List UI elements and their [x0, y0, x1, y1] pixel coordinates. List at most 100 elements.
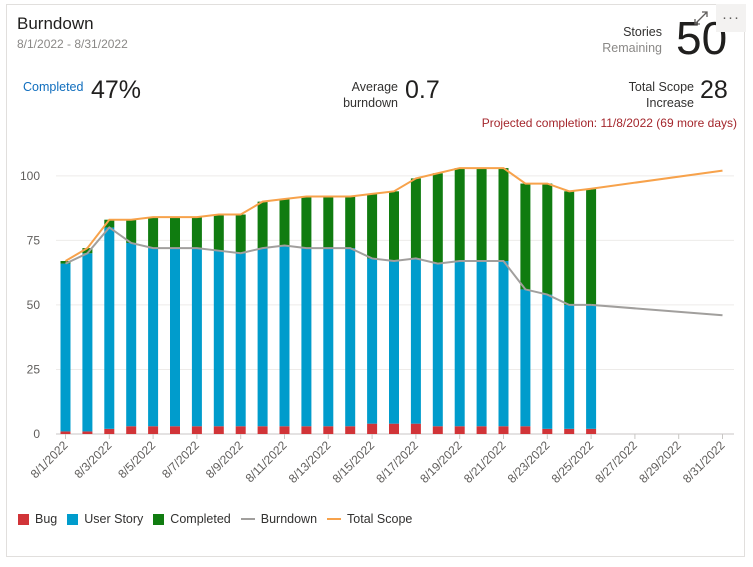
legend-item[interactable]: Burndown	[240, 512, 317, 526]
legend-swatch	[153, 513, 165, 525]
x-tick-label: 8/15/2022	[330, 438, 378, 486]
bar-bug	[235, 426, 246, 434]
bar-completed	[542, 183, 553, 295]
legend-item[interactable]: Total Scope	[327, 512, 412, 526]
bar-user-story	[564, 304, 575, 429]
scope-label-line2: Increase	[646, 96, 694, 110]
stories-label-line2: Remaining	[602, 41, 662, 55]
bar-completed	[104, 219, 115, 228]
bar-bug	[60, 431, 71, 434]
x-tick-label: 8/19/2022	[417, 438, 465, 486]
bar-user-story	[60, 263, 71, 432]
bar-bug	[170, 426, 180, 434]
date-range: 8/1/2022 - 8/31/2022	[17, 37, 128, 51]
total-scope-increase-label: Total Scope Increase	[610, 79, 694, 111]
average-label-line1: Average	[351, 80, 398, 94]
y-tick-label: 75	[27, 233, 41, 247]
bar-bug	[542, 428, 553, 434]
bar-completed	[148, 217, 159, 249]
x-tick-label: 8/27/2022	[592, 438, 640, 486]
bar-bug	[476, 426, 487, 434]
legend-swatch	[240, 518, 255, 520]
bar-bug	[323, 426, 334, 434]
scope-label-line1: Total Scope	[628, 80, 694, 94]
bar-bug	[564, 428, 575, 434]
completed-label: Completed	[23, 80, 84, 94]
x-tick-label: 8/25/2022	[549, 438, 597, 486]
x-tick-label: 8/7/2022	[159, 438, 202, 481]
bar-user-story	[542, 294, 553, 429]
bar-user-story	[170, 248, 180, 427]
legend-swatch	[18, 513, 29, 525]
y-tick-label: 100	[20, 169, 40, 183]
bar-completed	[191, 217, 202, 249]
bar-bug	[279, 426, 290, 434]
bar-completed	[367, 193, 378, 259]
bar-user-story	[586, 304, 597, 429]
x-tick-label: 8/1/2022	[28, 438, 71, 481]
legend-swatch	[327, 518, 342, 520]
bar-bug	[191, 426, 202, 434]
bar-user-story	[257, 248, 268, 427]
more-options-button[interactable]: ···	[716, 4, 746, 32]
average-burndown-value: 0.7	[405, 76, 440, 104]
total-scope-line	[64, 167, 592, 262]
total-scope-increase-value: 28	[700, 76, 728, 104]
projected-completion: Projected completion: 11/8/2022 (69 more…	[481, 116, 737, 130]
bar-user-story	[279, 245, 290, 427]
legend-label: Bug	[35, 512, 58, 526]
legend-label: Completed	[170, 512, 231, 526]
legend-item[interactable]: Bug	[18, 512, 57, 526]
completed-value: 47%	[91, 76, 142, 104]
x-tick-label: 8/21/2022	[461, 438, 509, 486]
bar-completed	[279, 199, 290, 246]
bar-bug	[367, 423, 378, 434]
average-label-line2: burndown	[343, 96, 398, 110]
bar-completed	[389, 191, 399, 262]
bar-user-story	[476, 261, 487, 427]
x-tick-label: 8/17/2022	[373, 438, 421, 486]
bar-completed	[564, 191, 575, 305]
bar-completed	[170, 217, 180, 249]
bar-completed	[126, 219, 137, 243]
bar-user-story	[301, 248, 312, 427]
bar-bug	[520, 426, 531, 434]
x-tick-label: 8/9/2022	[203, 438, 246, 481]
bar-completed	[82, 248, 93, 254]
bar-user-story	[213, 250, 224, 427]
bar-bug	[82, 431, 93, 434]
burndown-chart: 0 25 50 75 100 8/1/2022 8/3/2022 8/5/2022 8/7/20…	[20, 167, 734, 486]
legend-swatch	[67, 513, 79, 525]
bar-user-story	[389, 261, 399, 424]
legend-item[interactable]: User Story	[67, 512, 143, 526]
bar-completed	[213, 214, 224, 251]
bar-user-story	[454, 261, 465, 427]
bar-user-story	[520, 289, 531, 427]
bar-user-story	[82, 253, 93, 432]
bar-completed	[257, 201, 268, 249]
bar-completed	[476, 168, 487, 262]
bar-bug	[126, 426, 137, 434]
bar-completed	[520, 183, 531, 290]
x-tick-label: 8/23/2022	[505, 438, 553, 486]
chart-legend: Bug User Story Completed Burndown Total Scop…	[18, 512, 422, 526]
bar-bug	[586, 428, 597, 434]
bar-bug	[148, 426, 159, 434]
burndown-projection-line	[591, 303, 723, 317]
widget-title: Burndown	[17, 14, 94, 33]
bar-completed	[60, 261, 71, 264]
bar-completed	[235, 214, 246, 254]
bar-user-story	[323, 248, 334, 427]
y-tick-label: 0	[33, 427, 40, 441]
bar-user-story	[367, 258, 378, 424]
legend-item[interactable]: Completed	[153, 512, 231, 526]
bar-bug	[389, 423, 399, 434]
bar-bug	[213, 426, 224, 434]
bar-bug	[498, 426, 509, 434]
bar-user-story	[432, 263, 443, 427]
expand-button[interactable]	[686, 4, 716, 32]
bar-completed	[454, 168, 465, 262]
bar-completed	[586, 188, 597, 305]
bar-completed	[498, 168, 509, 262]
bar-bug	[454, 426, 465, 434]
